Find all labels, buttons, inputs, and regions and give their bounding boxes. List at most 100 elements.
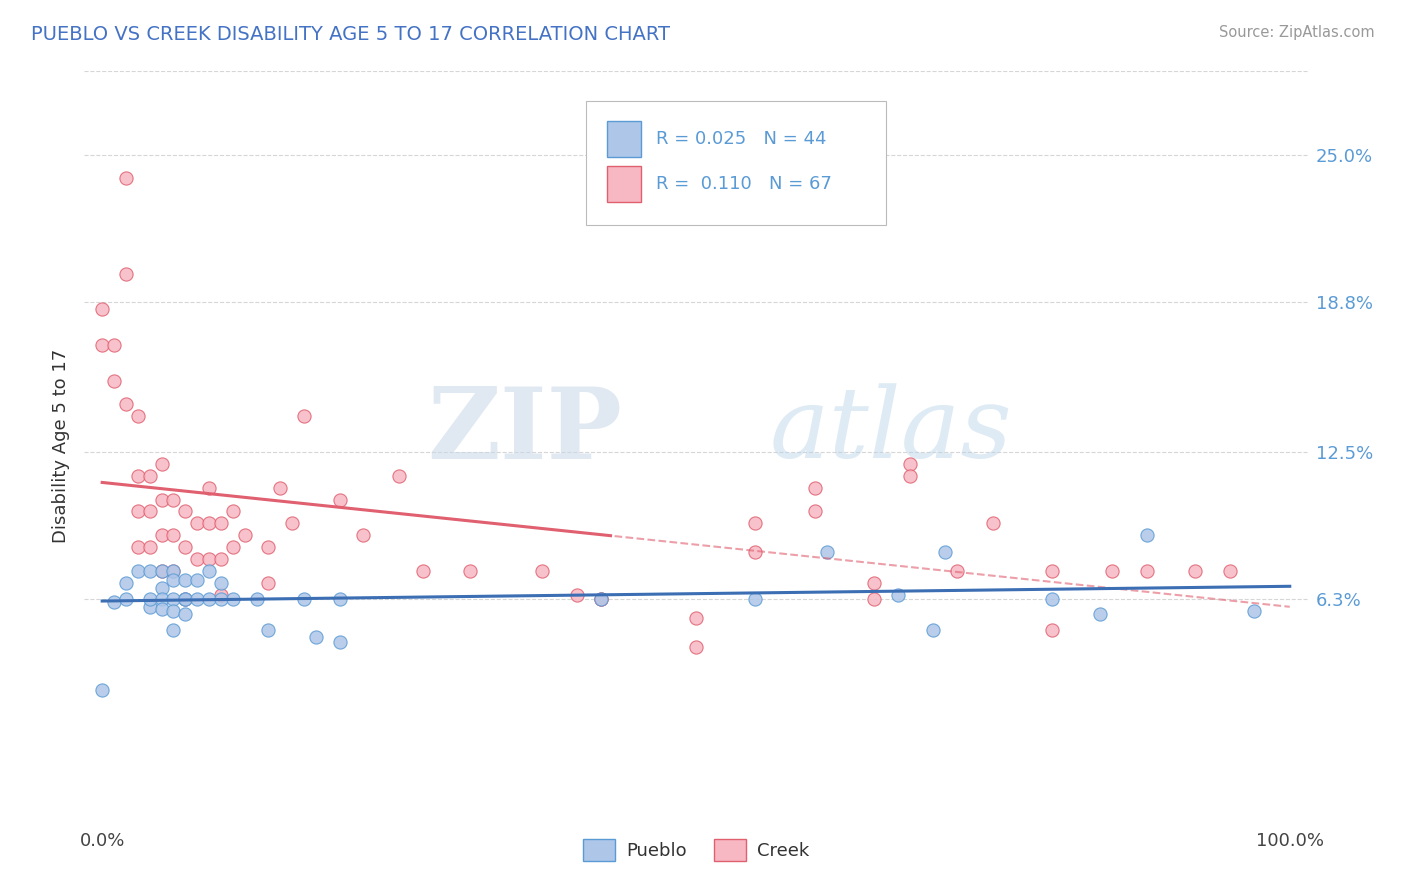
- FancyBboxPatch shape: [606, 120, 641, 157]
- Point: [1184, 564, 1206, 578]
- Point: [803, 504, 825, 518]
- Point: [744, 545, 766, 559]
- Point: [922, 624, 945, 638]
- Point: [1136, 528, 1159, 542]
- Point: [138, 564, 160, 578]
- Point: [1136, 564, 1159, 578]
- Point: [863, 592, 886, 607]
- Point: [138, 592, 160, 607]
- Point: [329, 592, 352, 607]
- Point: [412, 564, 434, 578]
- Point: [887, 588, 910, 602]
- Point: [1040, 564, 1063, 578]
- Point: [352, 528, 374, 542]
- Point: [150, 592, 173, 607]
- Point: [150, 581, 173, 595]
- Point: [198, 481, 221, 495]
- Point: [222, 592, 245, 607]
- Text: R =  0.110   N = 67: R = 0.110 N = 67: [655, 175, 831, 193]
- Text: ZIP: ZIP: [427, 383, 623, 480]
- Point: [589, 592, 612, 607]
- Point: [162, 564, 184, 578]
- Point: [138, 540, 160, 554]
- Point: [174, 592, 197, 607]
- Point: [186, 552, 208, 566]
- Point: [174, 540, 197, 554]
- Point: [115, 397, 138, 411]
- Point: [138, 599, 160, 614]
- Point: [198, 564, 221, 578]
- Point: [222, 540, 245, 554]
- Point: [269, 481, 291, 495]
- Point: [127, 540, 149, 554]
- Point: [162, 624, 184, 638]
- Point: [150, 492, 173, 507]
- Point: [174, 592, 197, 607]
- Y-axis label: Disability Age 5 to 17: Disability Age 5 to 17: [52, 349, 70, 543]
- Point: [209, 552, 232, 566]
- Point: [257, 624, 280, 638]
- Point: [209, 588, 232, 602]
- Point: [685, 640, 707, 654]
- Point: [1040, 624, 1063, 638]
- Text: R = 0.025   N = 44: R = 0.025 N = 44: [655, 130, 827, 148]
- Point: [150, 602, 173, 616]
- Point: [245, 592, 267, 607]
- Text: atlas: atlas: [769, 384, 1012, 479]
- Point: [174, 592, 197, 607]
- Point: [91, 302, 114, 317]
- Point: [138, 468, 160, 483]
- Point: [186, 516, 208, 531]
- Point: [103, 338, 125, 352]
- Point: [198, 552, 221, 566]
- Point: [150, 528, 173, 542]
- Point: [257, 540, 280, 554]
- Point: [222, 504, 245, 518]
- Point: [934, 545, 956, 559]
- Point: [127, 564, 149, 578]
- Point: [305, 631, 328, 645]
- Point: [460, 564, 482, 578]
- Point: [162, 592, 184, 607]
- Point: [744, 592, 766, 607]
- Point: [589, 592, 612, 607]
- Point: [898, 468, 921, 483]
- Point: [388, 468, 411, 483]
- Point: [1219, 564, 1241, 578]
- Legend: Pueblo, Creek: Pueblo, Creek: [575, 831, 817, 868]
- Point: [329, 492, 352, 507]
- Point: [127, 504, 149, 518]
- Point: [209, 592, 232, 607]
- Point: [150, 564, 173, 578]
- Point: [329, 635, 352, 649]
- Point: [257, 575, 280, 590]
- Point: [91, 338, 114, 352]
- Point: [1040, 592, 1063, 607]
- Point: [150, 457, 173, 471]
- Point: [981, 516, 1004, 531]
- Point: [115, 171, 138, 186]
- Point: [530, 564, 553, 578]
- Point: [127, 409, 149, 424]
- Point: [115, 575, 138, 590]
- Point: [685, 611, 707, 625]
- Point: [209, 575, 232, 590]
- Point: [292, 592, 315, 607]
- Point: [150, 564, 173, 578]
- FancyBboxPatch shape: [586, 102, 886, 225]
- Point: [138, 504, 160, 518]
- Point: [174, 607, 197, 621]
- Point: [898, 457, 921, 471]
- Point: [292, 409, 315, 424]
- Point: [162, 528, 184, 542]
- Point: [162, 492, 184, 507]
- Point: [103, 595, 125, 609]
- Point: [186, 574, 208, 588]
- Point: [174, 504, 197, 518]
- Point: [1243, 604, 1265, 618]
- Point: [233, 528, 256, 542]
- Point: [1088, 607, 1111, 621]
- Point: [115, 267, 138, 281]
- Point: [162, 564, 184, 578]
- Point: [589, 592, 612, 607]
